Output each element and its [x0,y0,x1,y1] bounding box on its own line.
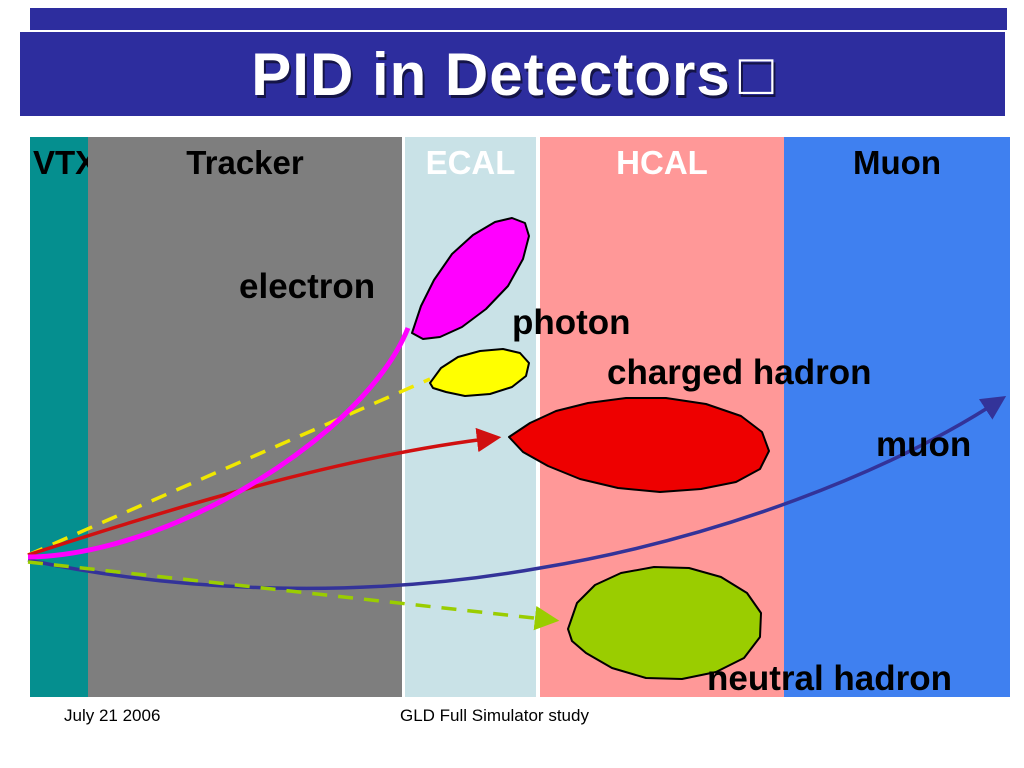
neutral-hadron-label: neutral hadron [707,659,953,698]
band-ecal-label: ECAL [425,144,516,181]
footer-credit: GLD Full Simulator study [400,706,589,725]
band-hcal-label: HCAL [616,144,708,181]
band-muon-label: Muon [853,144,941,181]
missing-glyph-box: □ [738,41,774,107]
muon-label: muon [876,425,972,464]
top-accent-bar [30,8,1007,30]
charged-hadron-label: charged hadron [607,353,872,392]
photon-label: photon [512,303,631,342]
band-muon: Muon [784,137,1010,697]
band-vtx-label: VTX [33,144,98,181]
electron-label: electron [239,267,376,306]
slide-title: PID in Detectors [251,40,731,108]
footer-date: July 21 2006 [64,706,161,725]
slide-title-banner: PID in Detectors □ [20,32,1005,116]
band-hcal: HCAL [540,137,784,697]
band-tracker-label: Tracker [186,144,304,181]
band-tracker: Tracker [88,137,402,697]
band-ecal: ECAL [405,137,536,697]
band-vtx: VTX [30,137,98,697]
